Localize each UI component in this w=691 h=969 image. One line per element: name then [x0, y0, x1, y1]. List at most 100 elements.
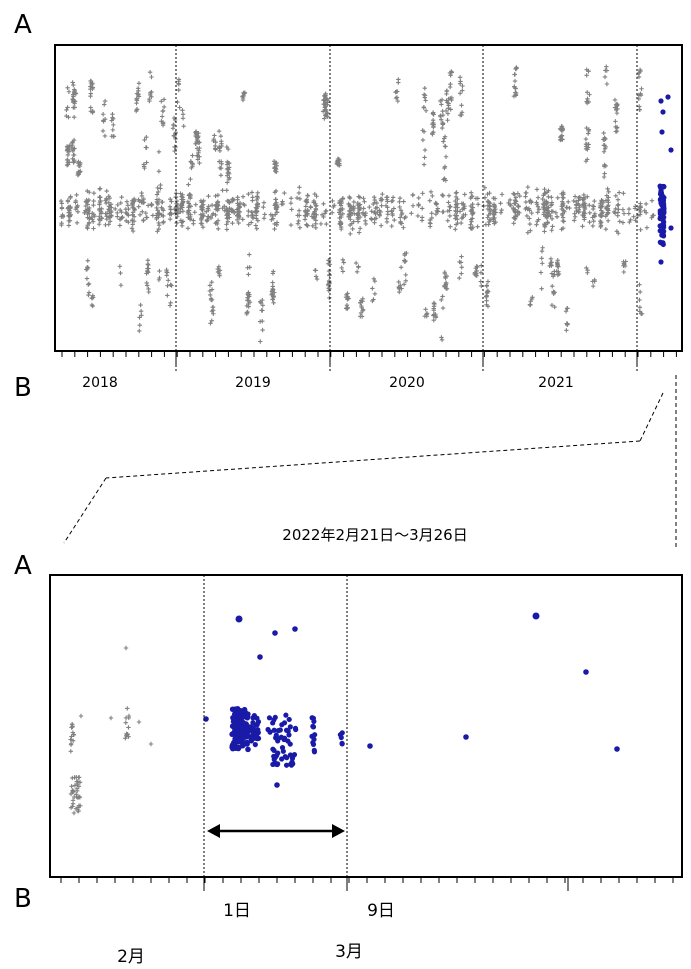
event-dot-mar: [287, 724, 293, 730]
event-marker-2018-2021: [168, 197, 173, 202]
event-marker-2018-2021: [357, 195, 363, 200]
event-marker-2018-2021: [378, 223, 384, 228]
event-marker-2018-2021: [154, 192, 160, 197]
event-marker-2018-2021: [353, 260, 359, 266]
event-marker-2018-2021: [380, 191, 385, 197]
event-marker-2018-2021: [218, 166, 224, 171]
event-marker-2018-2021: [590, 223, 596, 229]
event-marker-2018-2021: [548, 256, 554, 262]
event-marker-2018-2021: [457, 91, 463, 96]
event-marker-2018-2021: [639, 86, 644, 91]
event-marker-2018-2021: [582, 206, 588, 212]
event-marker-2018-2021: [146, 266, 151, 271]
event-marker-2018-2021: [420, 137, 426, 143]
event-marker-2018-2021: [444, 286, 450, 291]
event-dot-mar: [239, 733, 245, 740]
event-marker-2018-2021: [350, 207, 356, 213]
event-marker-2018-2021: [213, 221, 218, 226]
event-marker-2018-2021: [66, 89, 72, 94]
event-marker-2018-2021: [258, 300, 264, 306]
event-marker-2018-2021: [390, 213, 395, 218]
event-marker-2018-2021: [558, 134, 564, 139]
event-marker-2018-2021: [340, 211, 345, 217]
event-marker-2018-2021: [226, 176, 232, 182]
event-marker-2018-2021: [637, 289, 643, 295]
event-marker-2018-2021: [423, 98, 428, 103]
event-marker-2018-2021: [171, 133, 177, 139]
event-marker-2018-2021: [222, 204, 227, 209]
event-marker-2018-2021: [188, 176, 193, 182]
event-marker-2018-2021: [130, 212, 135, 218]
event-marker-2018-2021: [357, 214, 363, 220]
event-dot-mar: [254, 722, 260, 728]
event-marker-2018-2021: [70, 148, 76, 154]
event-dot-mar: [237, 708, 244, 714]
event-marker-2018-2021: [430, 131, 435, 136]
event-marker-2018-2021: [615, 197, 621, 202]
event-marker-2018-2021: [348, 231, 353, 237]
event-marker-2018-2021: [216, 226, 221, 231]
event-marker-2018-2021: [637, 305, 643, 310]
bottom-plot-frame: [49, 574, 683, 878]
event-marker-feb: [136, 719, 142, 725]
event-marker-2018-2021: [433, 212, 439, 217]
event-marker-2018-2021: [637, 67, 643, 73]
event-marker-2018-2021: [271, 300, 276, 306]
event-dot-mar: [292, 725, 299, 731]
event-marker-2018-2021: [559, 124, 565, 129]
event-marker-2018-2021: [107, 219, 113, 224]
event-marker-2018-2021: [441, 139, 446, 144]
event-marker-2018-2021: [492, 204, 497, 209]
event-marker-2018-2021: [487, 206, 492, 212]
event-marker-2018-2021: [398, 283, 403, 288]
event-marker-2018-2021: [361, 196, 366, 201]
event-marker-2018-2021: [513, 90, 519, 96]
event-marker-2018-2021: [447, 204, 452, 209]
event-marker-2018-2021: [282, 190, 287, 196]
event-marker-2018-2021: [288, 196, 294, 201]
event-marker-2018-2021: [70, 80, 75, 85]
event-marker-2018-2021: [638, 209, 643, 215]
event-marker-2018-2021: [106, 214, 112, 220]
event-marker-2018-2021: [398, 208, 404, 213]
bottom-x-axis-ticks: [60, 877, 674, 891]
event-marker-2018-2021: [584, 90, 590, 95]
event-marker-2018-2021: [66, 114, 71, 120]
event-marker-2018-2021: [590, 279, 595, 284]
event-marker-2018-2021: [100, 128, 106, 134]
event-marker-2018-2021: [180, 209, 186, 214]
event-marker-2018-2021: [262, 212, 267, 217]
event-marker-2018-2021: [210, 305, 215, 310]
event-marker-2018-2021: [225, 166, 231, 171]
event-marker-2018-2021: [524, 213, 530, 219]
event-marker-2018-2021: [185, 209, 191, 215]
event-marker-2018-2021: [123, 210, 129, 215]
event-marker-2018-2021: [337, 163, 342, 168]
event-marker-2018-2021: [385, 212, 391, 217]
event-marker-2018-2021: [379, 203, 384, 208]
event-marker-2018-2021: [216, 269, 221, 275]
event-marker-2018-2021: [371, 201, 376, 207]
event-marker-2018-2021: [160, 120, 166, 125]
event-marker-2018-2021: [85, 265, 90, 270]
event-marker-2018-2021: [540, 261, 545, 266]
event-marker-2018-2021: [604, 64, 609, 69]
event-marker-2018-2021: [91, 190, 97, 196]
event-marker-feb: [71, 732, 77, 738]
event-dot-mar: [252, 735, 258, 741]
event-marker-2018-2021: [446, 200, 451, 205]
event-marker-2018-2021: [571, 198, 576, 204]
event-marker-2018-2021: [572, 194, 578, 199]
event-marker-2018-2021: [525, 184, 531, 190]
event-marker-2018-2021: [446, 193, 452, 198]
event-marker-2018-2021: [371, 276, 377, 281]
event-marker-2018-2021: [340, 257, 346, 262]
event-marker-2018-2021: [119, 195, 124, 200]
event-marker-2018-2021: [336, 210, 342, 215]
event-dot-mar: [463, 734, 469, 740]
event-marker-2018-2021: [146, 286, 151, 292]
event-marker-2018-2021: [246, 191, 251, 197]
event-marker-2018-2021: [82, 210, 87, 216]
event-marker-2018-2021: [260, 297, 265, 303]
event-marker-2018-2021: [134, 101, 139, 106]
